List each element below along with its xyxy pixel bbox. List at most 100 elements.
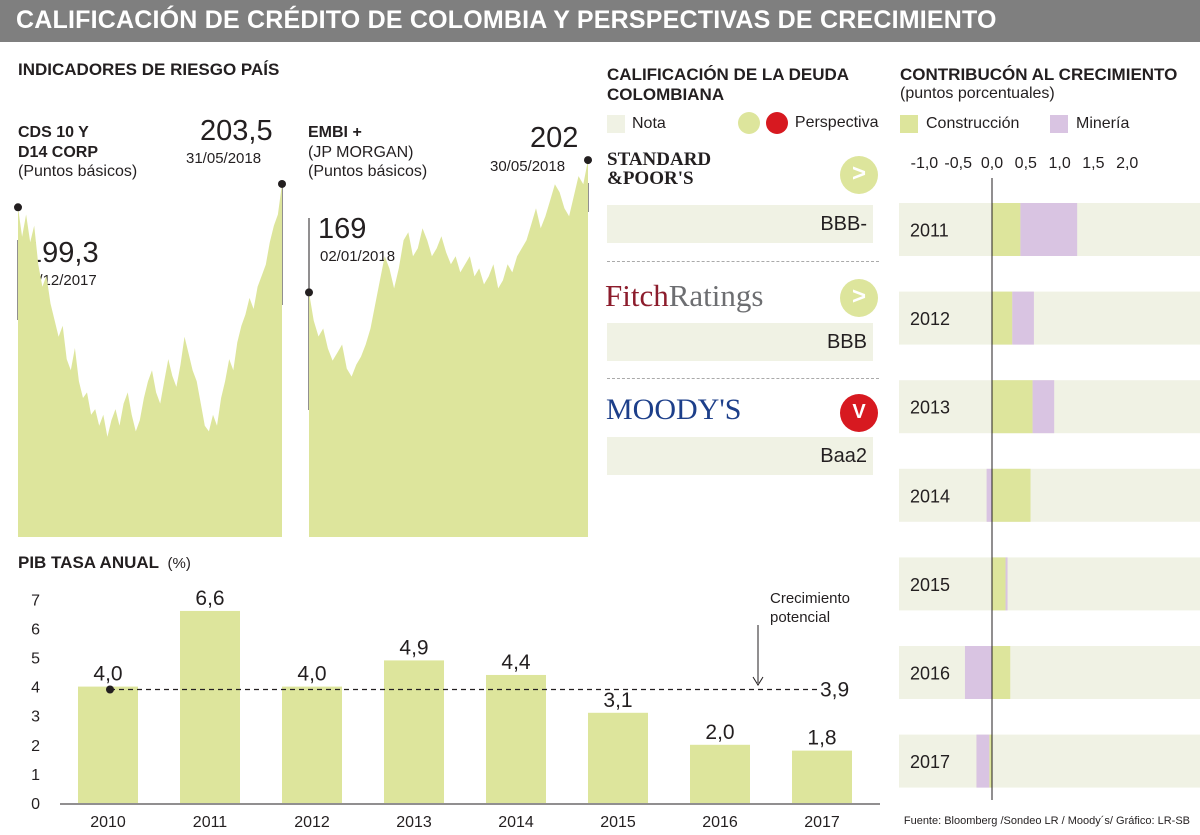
embi-start-date: 02/01/2018 bbox=[320, 248, 396, 265]
y-tick-label: 0 bbox=[31, 796, 40, 813]
construccion-bar bbox=[992, 380, 1033, 434]
gdp-bar bbox=[384, 660, 444, 803]
cds-area-chart bbox=[14, 179, 286, 537]
cds-name-line2: D14 CORP bbox=[18, 144, 99, 161]
construccion-bar bbox=[992, 646, 1011, 699]
x-tick-label: 2010 bbox=[90, 814, 126, 831]
x-tick-label: 0,0 bbox=[981, 155, 1003, 172]
legend-perspectiva: Perspectiva bbox=[738, 112, 879, 134]
sp-logo: STANDARD &POOR'S bbox=[607, 150, 711, 188]
fitch-logo: FitchRatings bbox=[605, 278, 763, 314]
ratings-title-line1: CALIFICACIÓN DE LA DEUDA bbox=[607, 65, 850, 84]
cds-end-dot bbox=[278, 179, 286, 188]
mineria-bar bbox=[1020, 203, 1078, 256]
header-banner: CALIFICACIÓN DE CRÉDITO DE COLOMBIA Y PE… bbox=[0, 0, 1200, 42]
legend-nota-label: Nota bbox=[632, 115, 666, 132]
gdp-value-label: 4,0 bbox=[297, 663, 326, 686]
legend-perspectiva-label: Perspectiva bbox=[794, 114, 879, 131]
x-tick-label: 2012 bbox=[294, 814, 330, 831]
mineria-bar bbox=[1012, 291, 1034, 345]
contrib-row-bg bbox=[899, 291, 1200, 345]
cds-unit: (Puntos básicos) bbox=[18, 163, 138, 180]
x-tick-label: 1,5 bbox=[1082, 155, 1104, 172]
moodys-rating: Baa2 bbox=[820, 445, 867, 467]
fitch-rating-box: BBB bbox=[607, 323, 873, 361]
gdp-bar bbox=[282, 686, 342, 803]
sp-outlook-icon: > bbox=[840, 156, 878, 194]
legend-red-dot bbox=[766, 112, 789, 134]
x-tick-label: 2016 bbox=[702, 814, 738, 831]
cds-area bbox=[18, 183, 282, 537]
contrib-row-bg bbox=[899, 557, 1200, 611]
x-tick-label: 2015 bbox=[600, 814, 636, 831]
moodys-outlook-icon: V bbox=[840, 394, 878, 432]
x-tick-label: 1,0 bbox=[1048, 155, 1070, 172]
year-label: 2011 bbox=[910, 221, 949, 241]
moodys-logo: MOODY'S bbox=[606, 393, 742, 426]
year-label: 2016 bbox=[910, 664, 950, 684]
y-tick-label: 4 bbox=[31, 680, 40, 697]
gdp-bar bbox=[180, 610, 240, 803]
x-tick-label: 2,0 bbox=[1116, 155, 1138, 172]
embi-end-dot bbox=[584, 156, 592, 165]
gdp-value-label: 2,0 bbox=[705, 721, 734, 744]
legend-construccion-label: Construcción bbox=[926, 115, 1020, 132]
moodys-rating-box: Baa2 bbox=[607, 437, 873, 475]
cds-end-value: 203,5 bbox=[200, 115, 273, 147]
x-tick-label: 2017 bbox=[804, 814, 840, 831]
gdp-bar bbox=[486, 674, 546, 803]
annotation-arrowhead bbox=[752, 676, 764, 686]
construccion-bar bbox=[989, 734, 992, 788]
construccion-bar bbox=[992, 203, 1021, 256]
page-title: CALIFICACIÓN DE CRÉDITO DE COLOMBIA Y PE… bbox=[16, 6, 997, 34]
x-tick-label: 2013 bbox=[396, 814, 432, 831]
contrib-row-bg bbox=[899, 468, 1200, 522]
divider bbox=[607, 261, 879, 262]
contrib-row-bg bbox=[899, 734, 1200, 788]
contrib-bar-chart: -1,0 -0,5 0,0 0,5 1,0 1,5 2,0 2011 2012 2013 2014 2… bbox=[899, 155, 1200, 800]
gdp-value-label: 3,1 bbox=[603, 689, 632, 712]
embi-start-value: 169 bbox=[318, 213, 367, 245]
x-tick-label: 2014 bbox=[498, 814, 534, 831]
gdp-chart-heading: PIB TASA ANUAL (%) bbox=[18, 553, 191, 573]
potential-annotation-line2: potencial bbox=[770, 609, 831, 626]
mineria-bar bbox=[986, 468, 992, 522]
potential-annotation-line1: Crecimiento bbox=[770, 590, 851, 607]
year-label: 2017 bbox=[910, 752, 950, 772]
embi-end-date: 30/05/2018 bbox=[490, 158, 566, 175]
x-tick-label: 0,5 bbox=[1015, 155, 1037, 172]
sp-rating: BBB- bbox=[820, 213, 867, 235]
fitch-rating: BBB bbox=[826, 331, 867, 353]
embi-name-line1: EMBI + bbox=[308, 124, 362, 141]
construccion-bar bbox=[992, 468, 1031, 522]
gdp-bar bbox=[792, 750, 852, 803]
gdp-value-label: 1,8 bbox=[807, 727, 836, 750]
x-tick-label: -0,5 bbox=[944, 155, 972, 172]
year-label: 2012 bbox=[910, 309, 950, 329]
legend-green-dot bbox=[738, 112, 760, 134]
x-tick-label: -1,0 bbox=[911, 155, 939, 172]
legend-mineria-label: Minería bbox=[1076, 115, 1130, 132]
construccion-bar bbox=[992, 291, 1013, 345]
gdp-value-label: 6,6 bbox=[195, 587, 224, 610]
source-footer: Fuente: Bloomberg /Sondeo LR / Moody´s/ … bbox=[903, 815, 1190, 827]
y-tick-label: 7 bbox=[31, 592, 40, 609]
cds-end-date: 31/05/2018 bbox=[186, 150, 262, 167]
gdp-chart-title: PIB TASA ANUAL bbox=[18, 553, 160, 572]
fitch-logo-part2: Ratings bbox=[668, 278, 764, 313]
gdp-bar bbox=[588, 712, 648, 803]
legend-nota-swatch bbox=[607, 115, 625, 133]
sp-logo-line1: STANDARD bbox=[607, 149, 712, 170]
contrib-subtitle: (puntos porcentuales) bbox=[900, 85, 1055, 102]
embi-start-dot bbox=[305, 288, 313, 297]
sp-rating-box: BBB- bbox=[607, 205, 873, 243]
y-tick-label: 2 bbox=[31, 738, 40, 755]
risk-section-title: INDICADORES DE RIESGO PAÍS bbox=[18, 60, 280, 79]
mineria-bar bbox=[1005, 557, 1008, 611]
embi-area-chart bbox=[305, 156, 592, 537]
reference-value-label: 3,9 bbox=[820, 679, 849, 702]
embi-unit: (Puntos básicos) bbox=[308, 163, 428, 180]
year-label: 2013 bbox=[910, 398, 950, 418]
gdp-bar-chart: 0 1 2 3 4 5 6 7 4,0 2010 6,6 2011 4,0 2012 4,9 2013 4,4 2… bbox=[31, 587, 880, 831]
embi-end-value: 202 bbox=[530, 122, 579, 154]
